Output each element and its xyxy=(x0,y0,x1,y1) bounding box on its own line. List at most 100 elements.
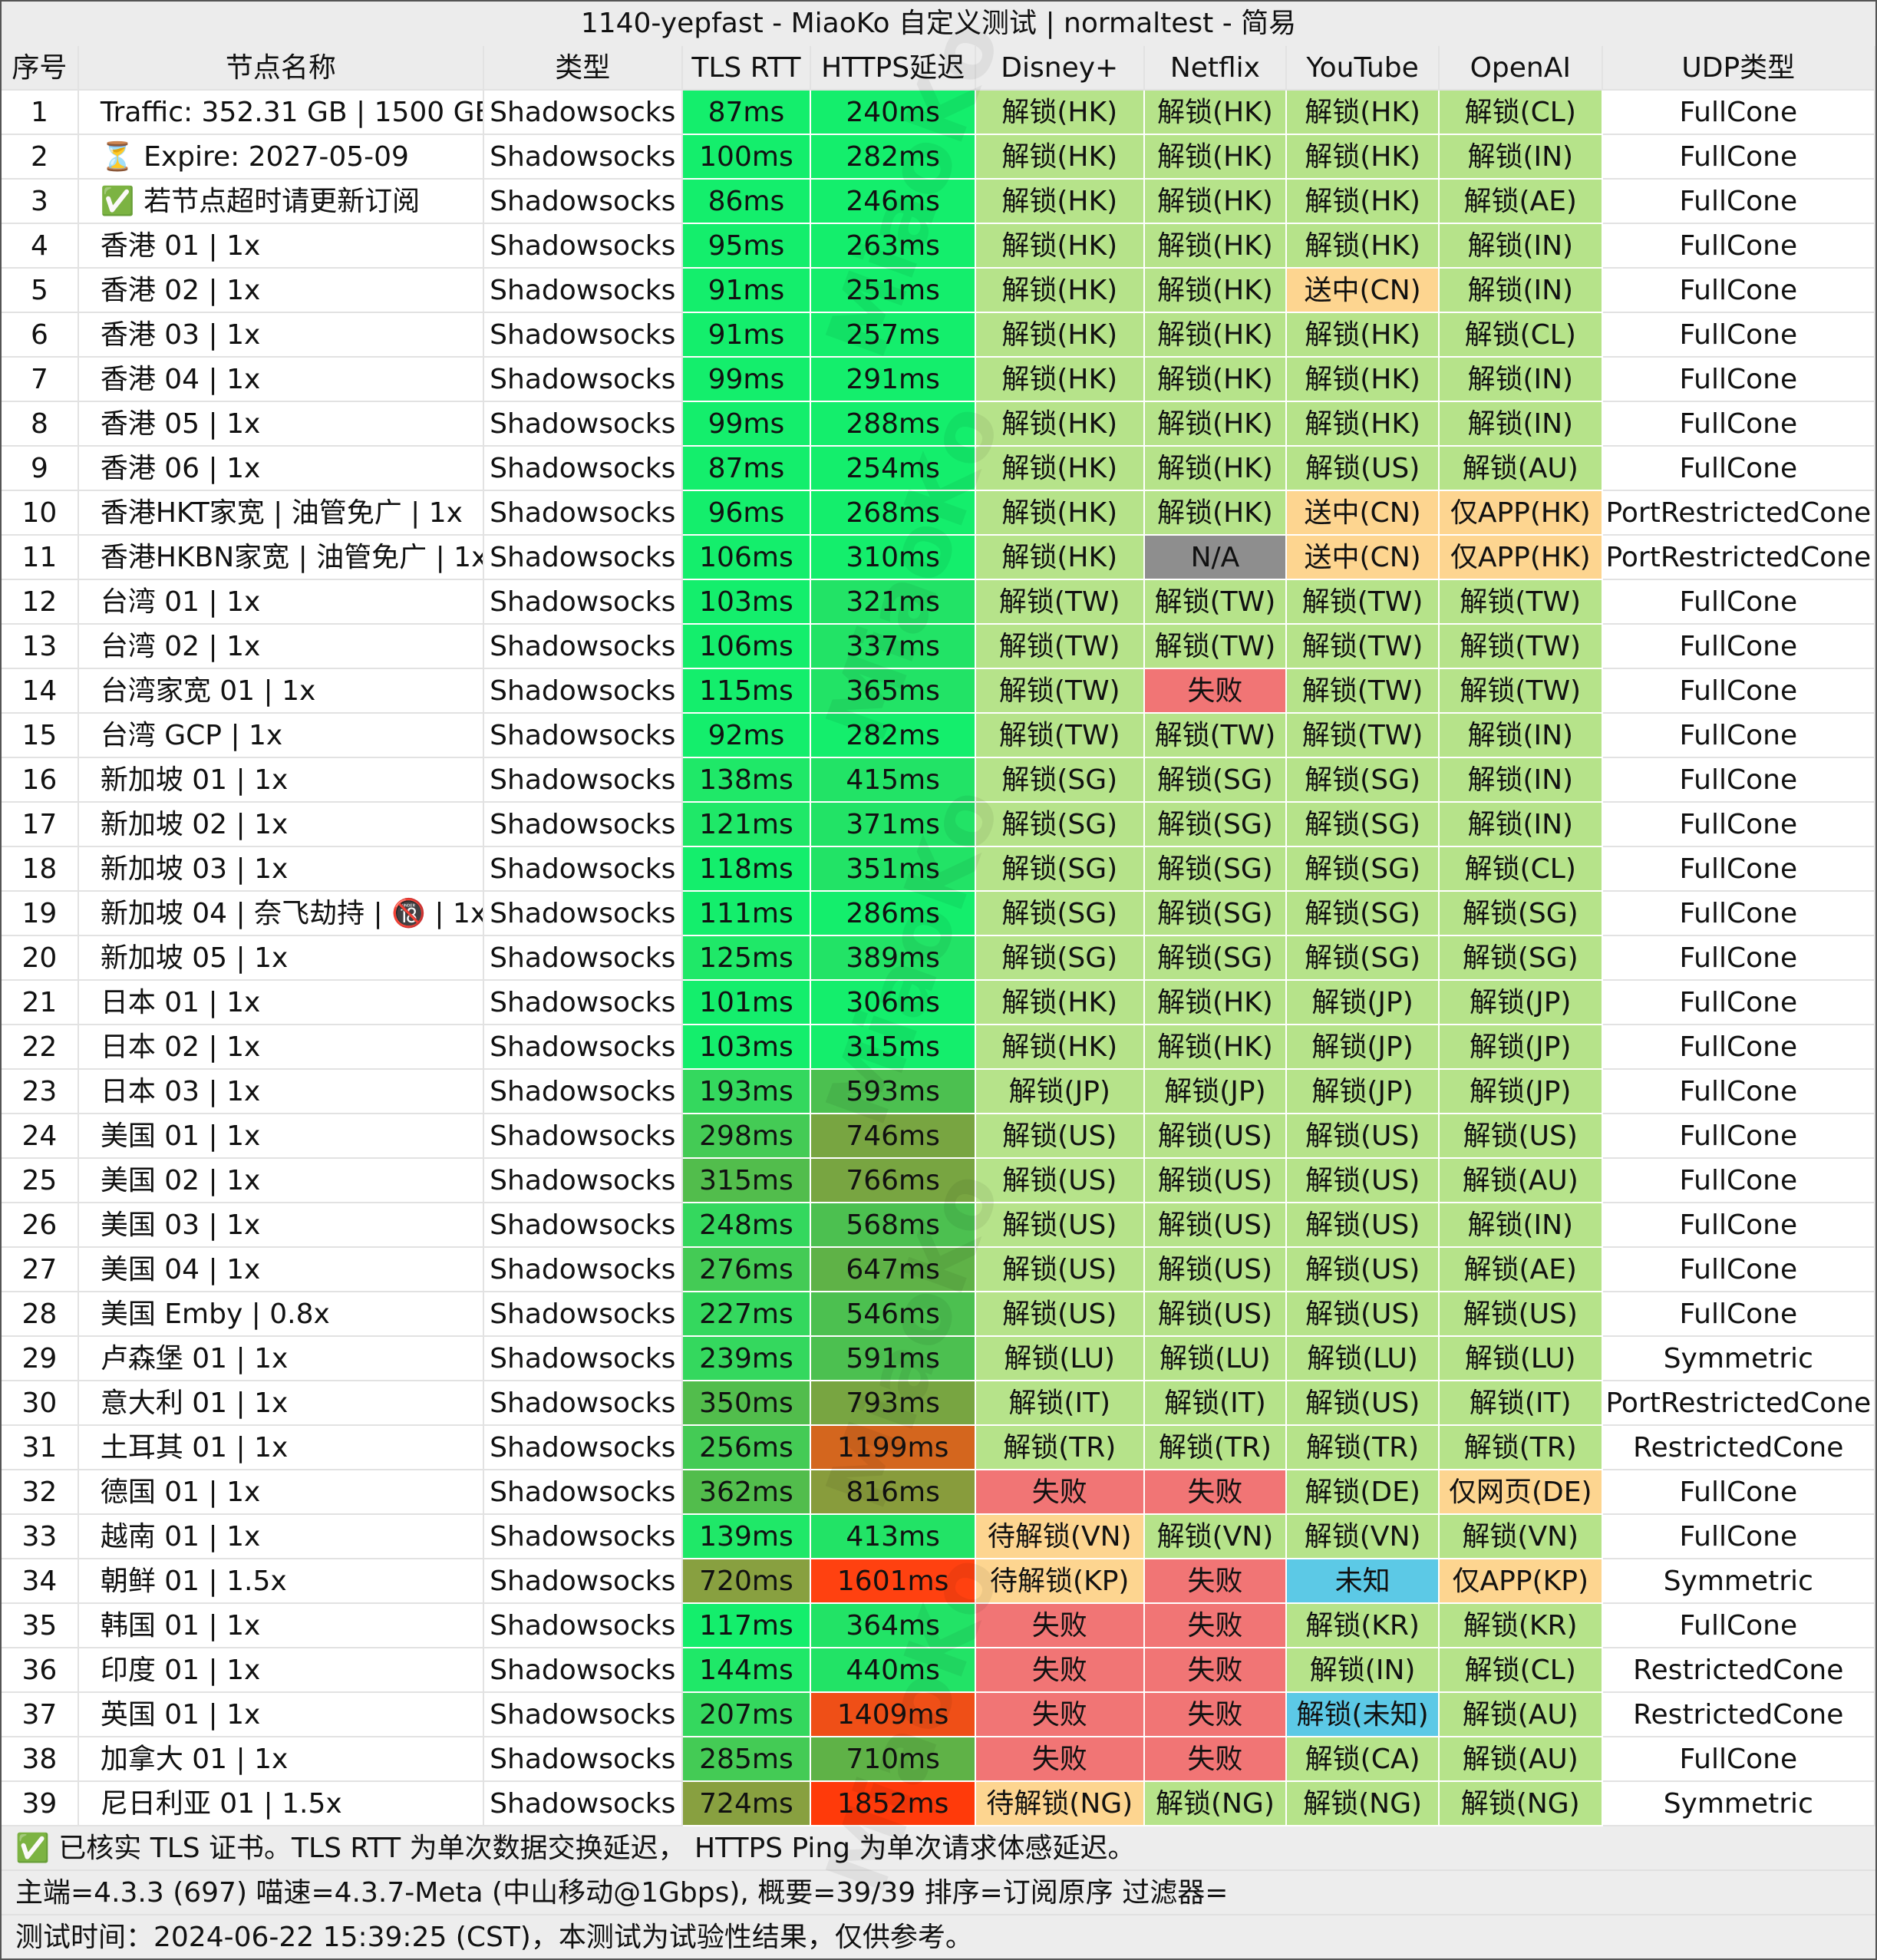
header-cell: 节点名称 xyxy=(78,46,484,91)
table-cell: 37 xyxy=(2,1693,79,1737)
header-row: 序号 节点名称 类型 TLS RTT HTTPS延迟 Disney+ Netflix YouT… xyxy=(2,46,1875,91)
table-cell: Shadowsocks xyxy=(484,1025,683,1070)
table-cell: 解锁(CA) xyxy=(1287,1737,1440,1782)
table-row: 12 台湾 01 | 1x Shadowsocks 103ms 321ms 解锁(TW) 解… xyxy=(2,580,1875,625)
table-cell: 103ms xyxy=(682,580,812,625)
table-cell: 4 xyxy=(2,224,79,269)
table-cell: 解锁(IT) xyxy=(1144,1381,1288,1426)
table-cell: 解锁(AU) xyxy=(1439,447,1603,491)
header-cell: HTTPS延迟 xyxy=(811,46,976,91)
table-cell: 337ms xyxy=(811,625,976,669)
table-cell: 101ms xyxy=(682,981,812,1025)
table-cell: 香港 04 | 1x xyxy=(78,358,484,402)
table-cell: 失败 xyxy=(1144,1604,1288,1648)
table-cell: Symmetric xyxy=(1602,1782,1875,1826)
table-cell: 240ms xyxy=(811,91,976,135)
table-cell: 227ms xyxy=(682,1292,812,1337)
table-cell: 7 xyxy=(2,358,79,402)
table-cell: FullCone xyxy=(1602,1025,1875,1070)
table-cell: 日本 01 | 1x xyxy=(78,981,484,1025)
table-cell: 解锁(HK) xyxy=(975,536,1145,580)
table-cell: 解锁(CL) xyxy=(1439,847,1603,892)
table-cell: 28 xyxy=(2,1292,79,1337)
table-cell: Shadowsocks xyxy=(484,1292,683,1337)
table-cell: 尼日利亚 01 | 1.5x xyxy=(78,1782,484,1826)
table-cell: 台湾家宽 01 | 1x xyxy=(78,669,484,714)
table-cell: 日本 02 | 1x xyxy=(78,1025,484,1070)
table-cell: 99ms xyxy=(682,358,812,402)
table-cell: 解锁(JP) xyxy=(1144,1070,1288,1114)
table-cell: 440ms xyxy=(811,1648,976,1693)
table-cell: 23 xyxy=(2,1070,79,1114)
table-cell: 送中(CN) xyxy=(1287,536,1440,580)
table-cell: 593ms xyxy=(811,1070,976,1114)
table-row: 15 台湾 GCP | 1x Shadowsocks 92ms 282ms 解锁(TW) 解… xyxy=(2,714,1875,758)
table-cell: Shadowsocks xyxy=(484,758,683,803)
table-cell: 298ms xyxy=(682,1114,812,1159)
table-cell: FullCone xyxy=(1602,803,1875,847)
table-row: 31 土耳其 01 | 1x Shadowsocks 256ms 1199ms 解锁(TR… xyxy=(2,1426,1875,1470)
table-cell: 20 xyxy=(2,936,79,981)
table-cell: 解锁(JP) xyxy=(1439,1070,1603,1114)
table-cell: 解锁(HK) xyxy=(975,91,1145,135)
table-cell: Shadowsocks xyxy=(484,892,683,936)
table-cell: ⏳ Expire: 2027-05-09 xyxy=(78,135,484,180)
table-cell: RestrictedCone xyxy=(1602,1426,1875,1470)
table-cell: 3 xyxy=(2,180,79,224)
table-cell: 解锁(HK) xyxy=(1144,135,1288,180)
table-cell: 288ms xyxy=(811,402,976,447)
table-cell: 解锁(SG) xyxy=(975,758,1145,803)
table-cell: FullCone xyxy=(1602,402,1875,447)
table-cell: 282ms xyxy=(811,714,976,758)
table-cell: 解锁(HK) xyxy=(975,313,1145,358)
table-cell: 解锁(未知) xyxy=(1287,1693,1440,1737)
table-cell: 解锁(HK) xyxy=(975,224,1145,269)
table-cell: Shadowsocks xyxy=(484,1114,683,1159)
table-row: 16 新加坡 01 | 1x Shadowsocks 138ms 415ms 解锁(SG)… xyxy=(2,758,1875,803)
table-cell: Shadowsocks xyxy=(484,536,683,580)
header-cell: OpenAI xyxy=(1439,46,1603,91)
table-cell: 371ms xyxy=(811,803,976,847)
table-cell: 解锁(HK) xyxy=(975,135,1145,180)
table-cell: FullCone xyxy=(1602,981,1875,1025)
table-cell: 125ms xyxy=(682,936,812,981)
table-cell: 仅APP(HK) xyxy=(1439,491,1603,536)
table-cell: 263ms xyxy=(811,224,976,269)
table-cell: 546ms xyxy=(811,1292,976,1337)
table-cell: 1409ms xyxy=(811,1693,976,1737)
table-cell: 解锁(TW) xyxy=(1287,625,1440,669)
table-cell: 解锁(US) xyxy=(1287,1159,1440,1203)
table-cell: 解锁(HK) xyxy=(975,491,1145,536)
header-cell: Disney+ xyxy=(975,46,1145,91)
table-cell: 失败 xyxy=(1144,1470,1288,1515)
table-cell: 失败 xyxy=(1144,1693,1288,1737)
table-cell: 香港 05 | 1x xyxy=(78,402,484,447)
table-cell: 解锁(HK) xyxy=(1144,402,1288,447)
table-cell: 246ms xyxy=(811,180,976,224)
table-cell: 解锁(US) xyxy=(975,1292,1145,1337)
table-cell: 新加坡 01 | 1x xyxy=(78,758,484,803)
table-cell: 22 xyxy=(2,1025,79,1070)
table-cell: 解锁(TW) xyxy=(1287,669,1440,714)
table-cell: 新加坡 03 | 1x xyxy=(78,847,484,892)
table-cell: 254ms xyxy=(811,447,976,491)
table-cell: 新加坡 04 | 奈飞劫持 | 🔞 | 1x xyxy=(78,892,484,936)
footer-line: ✅ 已核实 TLS 证书。TLS RTT 为单次数据交换延迟， HTTPS Pi… xyxy=(2,1826,1875,1871)
table-cell: FullCone xyxy=(1602,180,1875,224)
table-cell: FullCone xyxy=(1602,758,1875,803)
table-cell: 卢森堡 01 | 1x xyxy=(78,1337,484,1381)
table-cell: 解锁(JP) xyxy=(1439,1025,1603,1070)
table-cell: 香港 03 | 1x xyxy=(78,313,484,358)
table-row: 19 新加坡 04 | 奈飞劫持 | 🔞 | 1x Shadowsocks 111ms… xyxy=(2,892,1875,936)
table-cell: 117ms xyxy=(682,1604,812,1648)
table-cell: 解锁(US) xyxy=(1287,1381,1440,1426)
table-cell: 待解锁(NG) xyxy=(975,1782,1145,1826)
table-cell: 解锁(LU) xyxy=(975,1337,1145,1381)
table-row: 5 香港 02 | 1x Shadowsocks 91ms 251ms 解锁(HK) 解锁(… xyxy=(2,269,1875,313)
table-cell: FullCone xyxy=(1602,625,1875,669)
table-cell: 248ms xyxy=(682,1203,812,1248)
table-cell: 解锁(US) xyxy=(1287,447,1440,491)
table-cell: 解锁(IN) xyxy=(1439,224,1603,269)
table-row: 30 意大利 01 | 1x Shadowsocks 350ms 793ms 解锁(IT)… xyxy=(2,1381,1875,1426)
